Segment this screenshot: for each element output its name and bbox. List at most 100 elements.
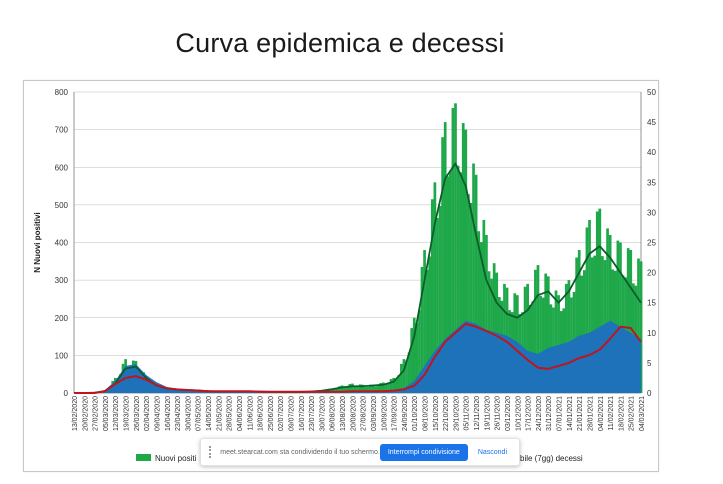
y-tick-label: 300 [55, 276, 69, 285]
positives-bar [410, 328, 414, 393]
screen-share-bar: meet.stearcat.com sta condividendo il tu… [200, 438, 520, 466]
positives-bar [425, 269, 429, 393]
y-axis-title: N Nuovi positivi [33, 212, 42, 272]
chart-container: 0 100 200 300 400 500 600 700 800 0 5 10 15 20 25 30 35 4… [23, 80, 659, 472]
stop-sharing-button[interactable]: Interrompi condivisione [379, 443, 468, 461]
x-tick-label: 31/12/2020 [546, 396, 553, 431]
legend-positives-label: Nuovi positi [155, 454, 197, 463]
positives-bar [544, 273, 548, 393]
positives-bar [575, 257, 578, 393]
legend-positives-swatch [136, 454, 151, 461]
positives-bar [397, 375, 401, 393]
positives-bar [626, 248, 630, 393]
x-tick-label: 09/07/2020 [288, 396, 295, 431]
slide-title: Curva epidemica e decessi [175, 28, 505, 58]
x-tick-label: 03/09/2020 [371, 396, 378, 431]
positives-bar [376, 385, 380, 393]
positives-bar [601, 256, 604, 393]
x-tick-label: 22/10/2020 [443, 396, 450, 431]
y2-tick-label: 5 [647, 359, 652, 368]
positives-bar [598, 208, 602, 393]
x-tick-label: 11/06/2020 [247, 396, 254, 431]
x-tick-label: 18/06/2020 [258, 396, 265, 431]
x-tick-label: 01/10/2020 [412, 396, 419, 431]
drag-handle-icon[interactable] [209, 446, 214, 458]
positives-bar [428, 256, 432, 393]
y2-tick-label: 35 [647, 178, 656, 187]
positives-bar [366, 386, 370, 393]
x-tick-label: 20/08/2020 [350, 396, 357, 431]
positives-bar [363, 387, 367, 393]
positives-bar [392, 377, 395, 393]
positives-bar [528, 305, 532, 393]
positives-bar [430, 199, 434, 393]
positives-bar [546, 276, 550, 393]
x-tick-label: 21/05/2020 [216, 396, 223, 431]
x-tick-label: 13/08/2020 [340, 396, 347, 431]
positives-bar [629, 250, 633, 393]
positives-bar [394, 378, 398, 393]
positives-bar [474, 174, 478, 393]
positives-bar [619, 242, 622, 393]
y2-tick-label: 0 [647, 389, 652, 398]
x-tick-label: 17/09/2020 [392, 396, 399, 431]
positives-bar [407, 352, 411, 393]
y-tick-label: 500 [55, 201, 69, 210]
x-tick-label: 26/11/2020 [495, 396, 502, 431]
positives-bar [461, 123, 465, 394]
y-tick-label: 700 [55, 126, 69, 135]
positives-bar [580, 275, 584, 393]
positives-bar [464, 129, 468, 393]
positives-bar [523, 286, 527, 393]
x-tick-label: 10/12/2020 [515, 396, 522, 431]
positives-bar [557, 295, 560, 393]
x-tick-label: 16/04/2020 [165, 396, 172, 431]
hide-button[interactable]: Nascondi [477, 448, 507, 456]
x-tick-label: 04/03/2021 [639, 396, 646, 431]
x-tick-label: 27/02/2020 [93, 396, 100, 431]
x-tick-label: 25/02/2021 [629, 396, 636, 431]
x-tick-label: 14/01/2021 [567, 396, 574, 431]
positives-bar [482, 219, 486, 393]
positives-bar [351, 383, 354, 393]
positives-bar [371, 384, 375, 393]
positives-bar [477, 231, 481, 393]
y-tick-label: 800 [55, 88, 69, 97]
y-tick-label: 100 [55, 351, 69, 360]
x-tick-label: 19/11/2020 [484, 396, 491, 431]
positives-bar [345, 387, 349, 393]
x-tick-label: 21/01/2021 [577, 396, 584, 431]
y-tick-label: 200 [55, 314, 69, 323]
y-tick-label: 600 [55, 163, 69, 172]
positives-bar [441, 137, 444, 393]
positives-bar [420, 266, 424, 393]
positives-bar [485, 234, 488, 393]
positives-bar [387, 383, 390, 393]
positives-bar [384, 384, 388, 393]
positives-bar [340, 385, 344, 393]
positives-bar [456, 165, 460, 393]
deaths-area [74, 320, 641, 393]
positives-bar [433, 182, 437, 393]
x-tick-label: 08/10/2020 [423, 396, 430, 431]
x-tick-label: 24/12/2020 [536, 396, 543, 431]
x-tick-label: 05/03/2020 [103, 396, 110, 431]
positives-bar [374, 386, 377, 393]
positives-bar [590, 257, 594, 393]
positives-bar [353, 386, 357, 393]
positives-bar [595, 211, 599, 393]
x-tick-label: 03/12/2020 [505, 396, 512, 431]
positives-bar [423, 250, 426, 393]
positives-bar [564, 283, 568, 393]
positives-bar [451, 107, 455, 393]
x-tick-label: 06/08/2020 [330, 396, 337, 431]
positives-bar [583, 270, 586, 393]
positives-bar [412, 317, 416, 393]
x-tick-label: 07/05/2020 [196, 396, 203, 431]
moving-avg-deaths-line [74, 322, 642, 394]
x-tick-label: 18/02/2021 [618, 396, 625, 431]
y2-tick-label: 30 [647, 208, 656, 217]
positives-bar [495, 272, 499, 393]
positives-bar [588, 219, 591, 393]
x-tick-label: 20/02/2020 [82, 396, 89, 431]
